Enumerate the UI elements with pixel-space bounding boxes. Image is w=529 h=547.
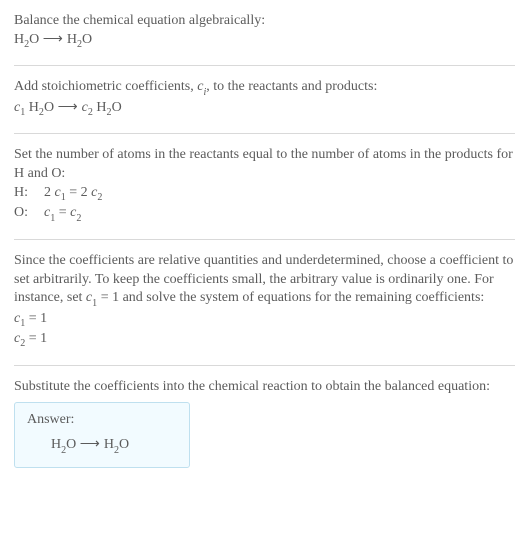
step2-line1: Add stoichiometric coefficients, ci, to …	[14, 78, 515, 98]
l2-v: = 1	[25, 331, 47, 346]
c2-sub: 2	[88, 107, 93, 118]
arrow-icon: ⟶	[58, 100, 79, 115]
step1-line1: Balance the chemical equation algebraica…	[14, 12, 515, 31]
divider	[14, 365, 515, 366]
h-c1c: c	[55, 185, 61, 200]
h-equation: 2 c1 = 2 c2	[44, 184, 102, 204]
l1-s: 1	[20, 318, 25, 329]
o-c2s: 2	[76, 213, 81, 224]
o-c1s: 1	[50, 213, 55, 224]
l2-s: 2	[20, 338, 25, 349]
answer-box: Answer: H2O ⟶ H2O	[14, 402, 190, 467]
h-2a: 2	[44, 185, 55, 200]
sp1-a: H	[25, 100, 39, 115]
step2: Add stoichiometric coefficients, c i, to …	[14, 78, 515, 119]
step4-l2: c2 = 1	[14, 330, 515, 350]
lhs-o: O	[29, 32, 39, 47]
step3-line1: Set the number of atoms in the reactants…	[14, 146, 515, 184]
step4-l1: c1 = 1	[14, 310, 515, 330]
lhs-h-sub: 2	[24, 39, 29, 50]
step1-equation: H2O ⟶ H2O	[14, 31, 515, 51]
sp2-sub: 2	[107, 107, 112, 118]
c1-sub: 1	[20, 107, 25, 118]
sp1-b: O	[44, 100, 54, 115]
ans-lhs-o: O	[66, 437, 76, 452]
step3: Set the number of atoms in the reactants…	[14, 146, 515, 225]
o-mid: =	[55, 205, 70, 220]
coef-i: i	[203, 87, 206, 98]
step4-c1s: 1	[92, 298, 97, 309]
step2-text-a: Add stoichiometric coefficients,	[14, 79, 197, 94]
arrow-icon: ⟶	[80, 437, 101, 452]
divider	[14, 239, 515, 240]
h-label: H:	[14, 184, 34, 203]
step5-line1: Substitute the coefficients into the che…	[14, 378, 515, 397]
h-mid: = 2	[66, 185, 91, 200]
rhs-h: H	[67, 32, 77, 47]
o-equation-row: O: c1 = c2	[14, 204, 515, 224]
ans-rhs-sub: 2	[114, 445, 119, 456]
step2-equation: c1 H2O ⟶ c2 H2O	[14, 99, 515, 119]
divider	[14, 65, 515, 66]
step4: Since the coefficients are relative quan…	[14, 252, 515, 351]
answer-equation: H2O ⟶ H2O	[27, 436, 177, 456]
step2-text-b: , to the reactants and products:	[206, 79, 377, 94]
sp2-a: H	[93, 100, 107, 115]
sp1-sub: 2	[39, 107, 44, 118]
ans-rhs-o: O	[119, 437, 129, 452]
c2-c: c	[82, 100, 88, 115]
step4-para-b: = 1 and solve the system of equations fo…	[97, 290, 484, 305]
lhs-h: H	[14, 32, 24, 47]
l1-v: = 1	[25, 311, 47, 326]
sp2-b: O	[112, 100, 122, 115]
rhs-h-sub: 2	[77, 39, 82, 50]
step5: Substitute the coefficients into the che…	[14, 378, 515, 468]
step4-para: Since the coefficients are relative quan…	[14, 252, 515, 310]
h-equation-row: H: 2 c1 = 2 c2	[14, 184, 515, 204]
divider	[14, 133, 515, 134]
ans-rhs-h: H	[104, 437, 114, 452]
h-c2s: 2	[97, 192, 102, 203]
o-label: O:	[14, 204, 34, 223]
h-c1s: 1	[61, 192, 66, 203]
answer-label: Answer:	[27, 411, 177, 430]
ans-lhs-sub: 2	[61, 445, 66, 456]
arrow-icon: ⟶	[43, 32, 64, 47]
ans-lhs-h: H	[51, 437, 61, 452]
o-equation: c1 = c2	[44, 204, 81, 224]
rhs-o: O	[82, 32, 92, 47]
step1: Balance the chemical equation algebraica…	[14, 12, 515, 51]
